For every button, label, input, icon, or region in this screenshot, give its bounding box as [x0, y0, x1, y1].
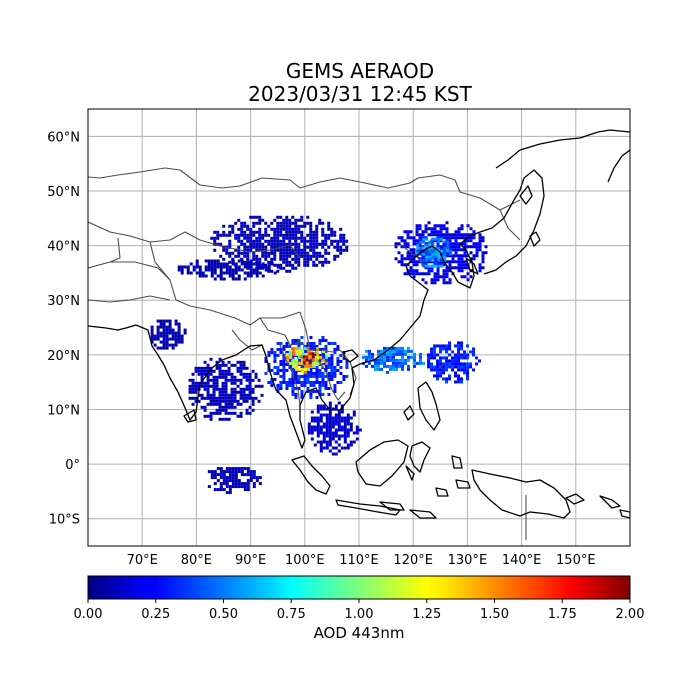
- lon-tick-label: 120°E: [393, 553, 433, 568]
- colorbar-tick-label: 1.00: [345, 607, 374, 622]
- colorbar-ticks: 0.00 0.25 0.50 0.75 1.00 1.25 1.50 1.75 2.00: [74, 599, 645, 622]
- map-frame: [87, 108, 631, 547]
- colorbar-tick-label: 0.25: [141, 607, 170, 622]
- lon-tick-label: 130°E: [448, 553, 488, 568]
- lat-tick-label: 50°N: [47, 185, 80, 200]
- lon-tick-label: 90°E: [235, 553, 266, 568]
- aod-patch-0: [210, 215, 349, 273]
- lon-tick-label: 100°E: [285, 553, 325, 568]
- lat-tick-label: 20°N: [47, 349, 80, 364]
- aod-patch-8: [299, 352, 315, 368]
- lat-tick-label: 40°N: [47, 240, 80, 255]
- aod-patch-4: [150, 319, 187, 350]
- lon-tick-label: 70°E: [127, 553, 158, 568]
- latitude-tick-labels: 60°N 50°N 40°N 30°N 20°N 10°N 0° 10°S: [47, 130, 80, 527]
- lat-tick-label: 60°N: [47, 130, 80, 145]
- aod-patch-5: [188, 357, 264, 421]
- longitude-tick-labels: 70°E 80°E 90°E 100°E 110°E 120°E 130°E 140°E 150…: [127, 553, 596, 568]
- map-subtitle-datetime: 2023/03/31 12:45 KST: [248, 82, 472, 106]
- aod-patch-12: [207, 467, 262, 495]
- lon-tick-label: 140°E: [502, 553, 542, 568]
- lon-tick-label: 150°E: [556, 553, 596, 568]
- aod-patch-3: [416, 237, 453, 268]
- coastlines: [88, 129, 630, 519]
- aod-patch-11: [307, 401, 362, 456]
- lat-tick-label: 30°N: [47, 294, 80, 309]
- country-borders: [88, 167, 527, 540]
- lat-tick-label: 10°S: [49, 513, 80, 528]
- aod-patch-10: [427, 341, 482, 384]
- map-title: GEMS AERAOD: [285, 59, 435, 83]
- lat-tick-label: 0°: [65, 458, 80, 473]
- colorbar-tick-label: 0.50: [209, 607, 238, 622]
- colorbar-label: AOD 443nm: [314, 624, 405, 642]
- colorbar-tick-label: 2.00: [616, 607, 645, 622]
- lat-tick-label: 10°N: [47, 403, 80, 418]
- colorbar-tick-label: 1.25: [412, 607, 441, 622]
- aod-patch-1: [177, 259, 280, 281]
- colorbar-tick-label: 1.50: [480, 607, 509, 622]
- lon-tick-label: 80°E: [181, 553, 212, 568]
- colorbar: [87, 575, 631, 600]
- colorbar-tick-label: 1.75: [548, 607, 577, 622]
- colorbar-tick-label: 0.75: [277, 607, 306, 622]
- lon-tick-label: 110°E: [339, 553, 379, 568]
- aod-data-layer: [150, 215, 488, 495]
- colorbar-tick-label: 0.00: [74, 607, 103, 622]
